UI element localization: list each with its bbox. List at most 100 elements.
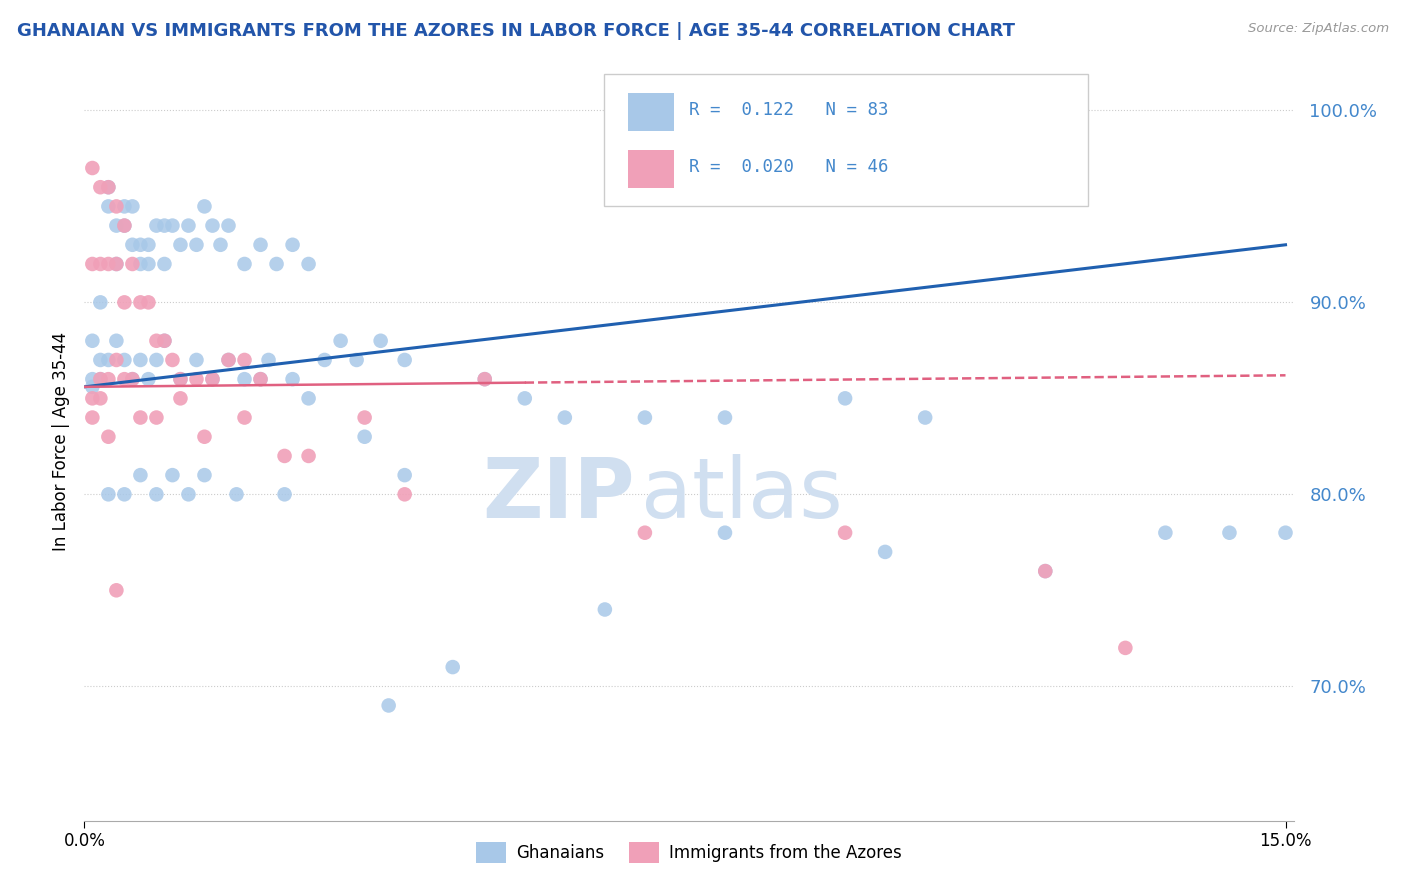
Point	[112, 372, 135, 386]
Point	[121, 372, 143, 386]
Point	[634, 410, 657, 425]
Point	[186, 353, 208, 368]
Point	[233, 257, 256, 271]
Point	[138, 237, 160, 252]
Point	[89, 392, 111, 406]
Point	[105, 257, 128, 271]
Point	[394, 487, 416, 501]
Point	[177, 487, 200, 501]
Point	[1033, 564, 1056, 578]
Point	[105, 219, 128, 233]
Text: Source: ZipAtlas.com: Source: ZipAtlas.com	[1249, 22, 1389, 36]
Point	[177, 219, 200, 233]
Point	[1033, 564, 1056, 578]
Point	[82, 392, 104, 406]
Point	[249, 237, 271, 252]
Point	[233, 353, 256, 368]
Point	[346, 353, 368, 368]
Point	[162, 219, 184, 233]
Text: R =  0.020   N = 46: R = 0.020 N = 46	[689, 158, 889, 176]
Point	[145, 487, 167, 501]
Point	[89, 372, 111, 386]
Point	[82, 257, 104, 271]
Point	[105, 583, 128, 598]
Point	[153, 257, 176, 271]
Point	[145, 353, 167, 368]
Legend: Ghanaians, Immigrants from the Azores: Ghanaians, Immigrants from the Azores	[470, 836, 908, 869]
Point	[513, 392, 536, 406]
Point	[370, 334, 392, 348]
Point	[266, 257, 288, 271]
Point	[145, 219, 167, 233]
Point	[89, 180, 111, 194]
Point	[129, 257, 152, 271]
Point	[329, 334, 352, 348]
Point	[201, 372, 224, 386]
Point	[121, 372, 143, 386]
Point	[169, 372, 191, 386]
Point	[714, 410, 737, 425]
Point	[97, 257, 120, 271]
Point	[875, 545, 897, 559]
Point	[82, 372, 104, 386]
Point	[162, 468, 184, 483]
Point	[193, 199, 215, 213]
Point	[714, 525, 737, 540]
Point	[129, 410, 152, 425]
Point	[105, 334, 128, 348]
Point	[105, 353, 128, 368]
FancyBboxPatch shape	[628, 93, 675, 130]
Point	[257, 353, 280, 368]
Point	[201, 372, 224, 386]
Point	[353, 410, 375, 425]
Point	[169, 372, 191, 386]
Point	[129, 353, 152, 368]
Point	[1114, 640, 1136, 655]
Point	[121, 199, 143, 213]
Text: R =  0.122   N = 83: R = 0.122 N = 83	[689, 101, 889, 120]
Point	[138, 295, 160, 310]
Point	[201, 219, 224, 233]
Point	[97, 430, 120, 444]
Point	[89, 257, 111, 271]
Point	[297, 392, 319, 406]
Point	[169, 392, 191, 406]
Point	[82, 334, 104, 348]
Point	[209, 237, 232, 252]
Point	[314, 353, 336, 368]
Point	[97, 180, 120, 194]
Point	[249, 372, 271, 386]
Point	[145, 334, 167, 348]
Point	[153, 334, 176, 348]
Point	[281, 237, 304, 252]
Point	[1154, 525, 1177, 540]
Point	[112, 219, 135, 233]
Point	[377, 698, 399, 713]
Text: GHANAIAN VS IMMIGRANTS FROM THE AZORES IN LABOR FORCE | AGE 35-44 CORRELATION CH: GHANAIAN VS IMMIGRANTS FROM THE AZORES I…	[17, 22, 1015, 40]
Point	[129, 237, 152, 252]
Point	[169, 237, 191, 252]
Point	[82, 380, 104, 394]
Point	[394, 353, 416, 368]
Point	[112, 353, 135, 368]
Point	[353, 430, 375, 444]
Point	[218, 353, 240, 368]
Point	[89, 295, 111, 310]
Text: ZIP: ZIP	[482, 454, 634, 535]
Point	[273, 449, 295, 463]
Point	[1274, 525, 1296, 540]
Point	[121, 257, 143, 271]
Point	[97, 180, 120, 194]
Point	[474, 372, 496, 386]
Point	[138, 372, 160, 386]
Point	[273, 487, 295, 501]
Point	[281, 372, 304, 386]
Point	[97, 353, 120, 368]
Point	[138, 257, 160, 271]
Point	[112, 219, 135, 233]
Point	[474, 372, 496, 386]
Point	[1218, 525, 1240, 540]
Point	[297, 257, 319, 271]
Point	[914, 410, 936, 425]
Point	[153, 219, 176, 233]
